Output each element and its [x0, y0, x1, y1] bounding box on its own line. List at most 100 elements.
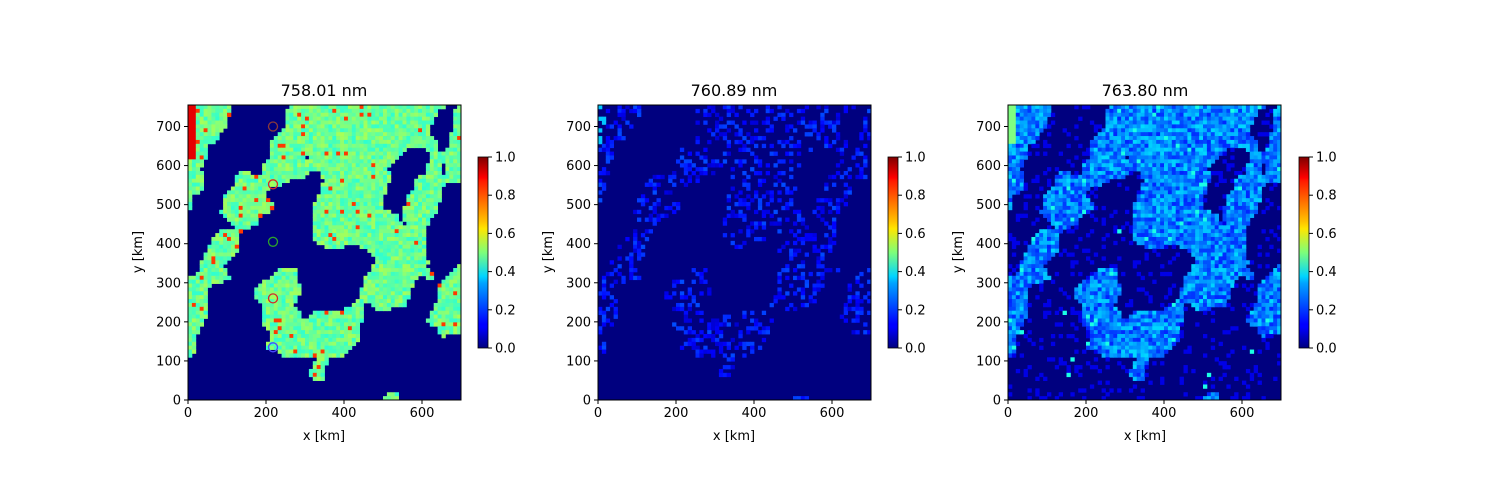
heatmap-cell — [422, 252, 427, 257]
heatmap-cell — [1011, 124, 1017, 129]
heatmap-cell — [1206, 170, 1212, 176]
heatmap-cell — [227, 275, 232, 281]
heatmap-cell — [375, 213, 380, 218]
heatmap-cell — [1167, 108, 1173, 114]
heatmap-cell — [320, 322, 325, 327]
heatmap-cell — [425, 260, 431, 265]
heatmap-cell — [414, 124, 419, 129]
heatmap-cell — [410, 205, 415, 211]
heatmap-cell — [363, 105, 368, 110]
heatmap-cell — [1093, 139, 1099, 145]
heatmap-cell — [777, 248, 782, 253]
heatmap-cell — [293, 310, 298, 315]
heatmap-cell — [433, 174, 438, 180]
heatmap-cell — [371, 221, 376, 226]
heatmap-cell — [695, 174, 700, 180]
heatmap-cell — [1245, 217, 1251, 222]
heatmap-cell — [1140, 159, 1145, 164]
heatmap-cell — [437, 310, 442, 315]
panel-1-y-label: y [km] — [131, 231, 146, 273]
heatmap-cell — [418, 198, 423, 203]
heatmap-cell — [1160, 128, 1165, 133]
heatmap-cell — [707, 322, 712, 327]
heatmap-cell — [379, 291, 384, 296]
heatmap-cell — [273, 337, 279, 343]
heatmap-cell — [379, 170, 384, 176]
heatmap-cell — [1082, 198, 1087, 203]
heatmap-cell — [1062, 209, 1067, 215]
heatmap-cell — [258, 190, 263, 195]
heatmap-cell — [1160, 132, 1165, 137]
heatmap-cell — [726, 314, 731, 319]
heatmap-cell — [425, 147, 431, 152]
heatmap-cell — [1195, 217, 1200, 222]
heatmap-cell — [332, 209, 337, 215]
heatmap-cell — [320, 198, 325, 203]
heatmap-cell — [1187, 128, 1192, 133]
heatmap-cell — [757, 178, 763, 184]
heatmap-cell — [1171, 178, 1177, 184]
heatmap-cell — [390, 271, 396, 277]
heatmap-cell — [1253, 159, 1258, 164]
heatmap-cell — [394, 279, 399, 284]
heatmap-cell — [867, 279, 872, 284]
heatmap-cell — [379, 275, 384, 281]
heatmap-cell — [324, 116, 329, 121]
heatmap-cell — [1249, 105, 1255, 110]
heatmap-cell — [867, 310, 872, 315]
heatmap-cell — [273, 155, 279, 160]
heatmap-cell — [277, 283, 282, 288]
heatmap-cell — [1113, 132, 1118, 137]
heatmap-cell — [320, 159, 325, 164]
heatmap-cell — [219, 264, 224, 269]
heatmap-cell — [1179, 151, 1184, 156]
heatmap-cell — [609, 302, 614, 308]
heatmap-cell — [1222, 178, 1227, 184]
heatmap-cell — [1140, 186, 1145, 191]
heatmap-cell — [332, 240, 337, 246]
heatmap-cell — [285, 136, 290, 141]
heatmap-cell — [1253, 170, 1258, 176]
heatmap-cell — [742, 159, 747, 164]
heatmap-cell — [1093, 178, 1099, 184]
heatmap-cell — [1179, 182, 1184, 187]
heatmap-cell — [1179, 112, 1184, 118]
heatmap-cell — [457, 326, 462, 331]
heatmap-cell — [605, 136, 611, 141]
heatmap-cell — [433, 139, 438, 145]
heatmap-cell — [398, 143, 403, 149]
heatmap-cell — [1136, 213, 1141, 218]
heatmap-cell — [726, 322, 731, 327]
heatmap-cell — [1035, 143, 1040, 149]
heatmap-cell — [250, 194, 255, 199]
heatmap-cell — [1179, 139, 1184, 145]
heatmap-cell — [598, 170, 603, 176]
heatmap-cell — [859, 136, 864, 141]
heatmap-cell — [1015, 108, 1021, 114]
heatmap-cell — [843, 143, 848, 149]
heatmap-cell — [195, 147, 201, 152]
heatmap-cell — [398, 128, 403, 133]
heatmap-cell — [281, 283, 286, 288]
heatmap-cell — [347, 182, 353, 187]
heatmap-cell — [347, 143, 353, 149]
heatmap-cell — [1156, 178, 1161, 184]
heatmap-cell — [340, 170, 345, 176]
heatmap-cell — [1230, 163, 1235, 168]
heatmap-cell — [305, 105, 310, 110]
heatmap-cell — [1199, 178, 1204, 184]
y-tick-label: 200 — [156, 315, 181, 330]
heatmap-cell — [1101, 155, 1106, 160]
heatmap-cell — [1023, 186, 1028, 191]
heatmap-cell — [1273, 178, 1278, 184]
heatmap-cell — [1199, 186, 1204, 191]
heatmap-cell — [1140, 170, 1145, 176]
heatmap-cell — [730, 209, 735, 215]
heatmap-cell — [1008, 132, 1013, 137]
heatmap-cell — [351, 112, 357, 118]
heatmap-cell — [804, 252, 809, 257]
heatmap-cell — [386, 229, 392, 234]
heatmap-cell — [812, 291, 817, 296]
heatmap-cell — [191, 337, 197, 343]
y-tick-label: 500 — [156, 198, 181, 213]
